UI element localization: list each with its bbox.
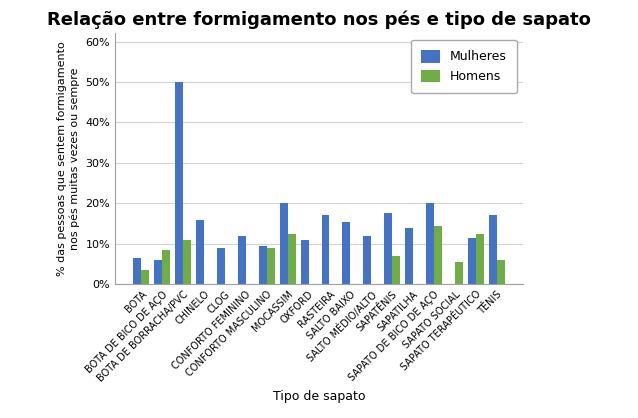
Bar	[426, 203, 434, 284]
Bar	[434, 226, 442, 284]
Bar	[468, 238, 476, 284]
Bar	[384, 214, 392, 284]
Bar	[322, 215, 329, 284]
Bar	[267, 248, 275, 284]
Bar	[476, 234, 484, 284]
Bar	[496, 260, 505, 284]
Bar	[133, 258, 142, 284]
Bar	[154, 260, 162, 284]
Bar	[300, 240, 309, 284]
Bar	[363, 236, 371, 284]
Bar	[455, 262, 463, 284]
Title: Relação entre formigamento nos pés e tipo de sapato: Relação entre formigamento nos pés e tip…	[47, 10, 591, 29]
Bar	[259, 246, 267, 284]
Bar	[392, 256, 400, 284]
X-axis label: Tipo de sapato: Tipo de sapato	[273, 390, 365, 403]
Bar	[162, 250, 170, 284]
Bar	[288, 234, 295, 284]
Bar	[183, 240, 191, 284]
Bar	[196, 219, 204, 284]
Legend: Mulheres, Homens: Mulheres, Homens	[412, 40, 517, 93]
Y-axis label: % das pessoas que sentem formigamento
nos pés muitas vezes ou sempre: % das pessoas que sentem formigamento no…	[57, 41, 80, 276]
Bar	[343, 222, 350, 284]
Bar	[405, 228, 413, 284]
Bar	[175, 82, 183, 284]
Bar	[238, 236, 246, 284]
Bar	[142, 270, 149, 284]
Bar	[217, 248, 225, 284]
Bar	[489, 215, 496, 284]
Bar	[279, 203, 288, 284]
